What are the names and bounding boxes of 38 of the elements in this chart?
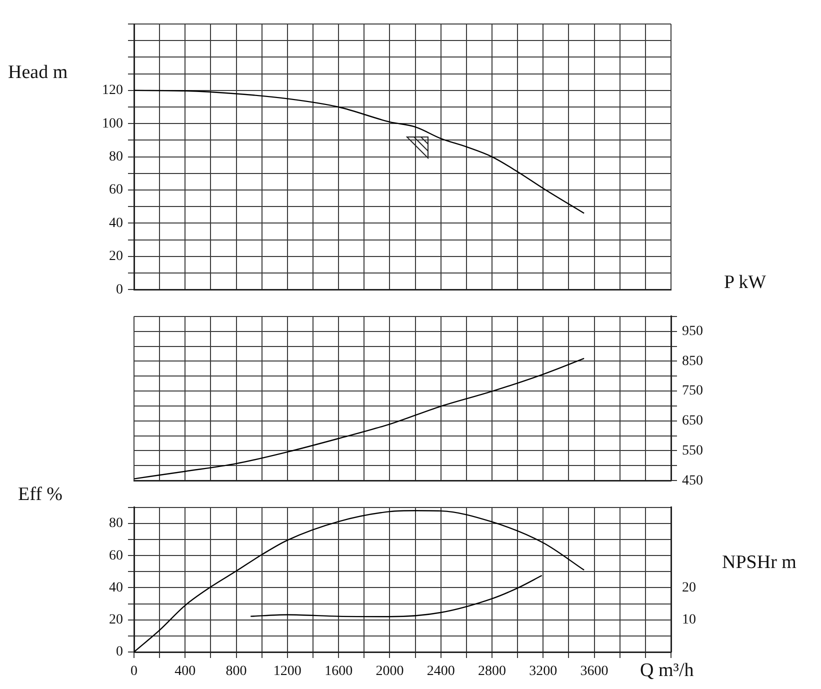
x-tick-label: 2400 <box>426 664 455 680</box>
x-tick-label: 800 <box>226 664 247 680</box>
line-series <box>134 510 585 652</box>
x-axis-title: Q m³/h <box>640 660 694 682</box>
y-tick-label: 950 <box>682 324 703 339</box>
y-tick-label: 40 <box>109 216 123 231</box>
y-tick-label: 750 <box>682 384 703 399</box>
x-tick-label: 2000 <box>376 664 404 680</box>
y-tick-label: 850 <box>682 354 703 369</box>
y-tick-label: 80 <box>109 149 123 164</box>
line-series <box>250 574 542 618</box>
x-tick-label: 400 <box>174 664 196 680</box>
y-tick-label: 120 <box>102 83 123 98</box>
x-tick-label: 1600 <box>324 664 353 680</box>
y-tick-label: 450 <box>682 473 703 488</box>
y-tick-label: 100 <box>102 116 123 132</box>
y-tick-label: 0 <box>116 644 123 660</box>
y-axis-title: Eff % <box>18 484 62 506</box>
y-tick-label: 60 <box>109 548 123 564</box>
y-tick-label: 20 <box>109 249 123 264</box>
y-tick-label: 60 <box>109 182 123 198</box>
x-tick-label: 0 <box>130 664 138 680</box>
y2-axis-title: NPSHr m <box>722 552 796 574</box>
x-tick-label: 3600 <box>580 664 608 680</box>
line-series <box>134 358 585 480</box>
x-tick-label: 2800 <box>478 664 506 680</box>
y-axis-title: P kW <box>724 272 766 294</box>
y-tick-label: 650 <box>682 414 703 429</box>
y2-tick-label: 10 <box>682 612 696 628</box>
y-tick-label: 550 <box>682 443 703 458</box>
y-tick-label: 80 <box>109 516 123 532</box>
y-axis-title: Head m <box>8 62 68 84</box>
y-tick-label: 20 <box>109 612 123 628</box>
x-tick-label: 3200 <box>529 664 558 680</box>
y-tick-label: 40 <box>109 580 123 596</box>
line-series <box>134 90 585 214</box>
y-tick-label: 0 <box>116 282 123 298</box>
x-tick-label: 1200 <box>273 664 302 680</box>
